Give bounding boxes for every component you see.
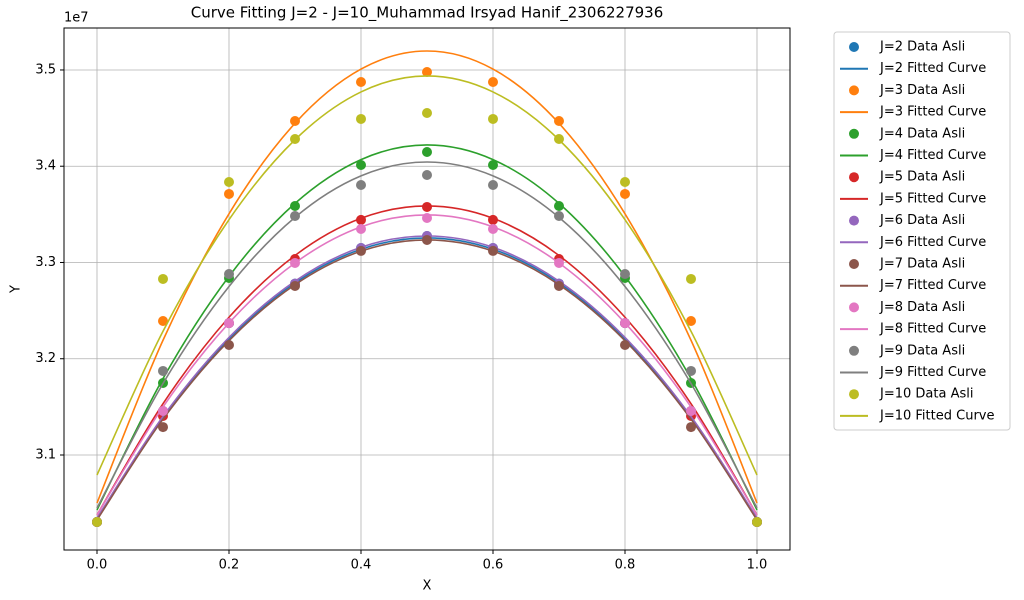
legend-label: J=10 Fitted Curve [879,408,994,423]
data-point [158,316,168,327]
data-point [158,406,168,417]
data-point [356,159,366,170]
data-point [488,179,498,190]
legend-label: J=3 Data Asli [879,83,965,98]
legend-label: J=4 Fitted Curve [879,148,986,163]
legend-marker [849,85,859,96]
data-point [620,188,630,199]
y-offset-label: 1e7 [64,11,89,26]
y-tick-label: 3.5 [35,62,56,77]
legend-marker [849,259,859,269]
legend-label: J=2 Data Asli [879,40,965,55]
fitted-curve [96,144,758,511]
data-point [224,188,234,199]
data-point [686,316,696,327]
fitted-curve [96,239,758,521]
data-point [686,273,696,284]
chart-title: Curve Fitting J=2 - J=10_Muhammad Irsyad… [191,4,664,23]
x-axis-label: X [423,579,432,594]
data-point [224,269,234,280]
legend-label: J=8 Fitted Curve [879,322,986,337]
data-point [686,406,696,417]
y-tick-label: 3.1 [35,447,56,462]
data-point [488,77,498,87]
data-point [554,200,564,211]
data-point [686,365,696,376]
data-point [422,201,432,212]
data-point [356,77,366,87]
legend-label: J=9 Fitted Curve [879,365,986,380]
x-tick-label: 0.2 [219,558,240,573]
data-point [224,177,234,188]
legend-label: J=2 Fitted Curve [879,61,986,76]
legend-marker [849,345,859,356]
legend-marker [849,302,859,313]
legend-label: J=4 Data Asli [879,126,965,141]
fitted-curve [96,205,758,516]
legend-label: J=9 Data Asli [879,343,965,358]
data-point [422,66,432,77]
legend-marker [849,42,859,52]
data-point [356,113,366,124]
legend-label: J=7 Fitted Curve [879,278,986,293]
data-point [290,200,300,211]
data-point [488,113,498,124]
legend-label: J=7 Data Asli [879,257,965,272]
data-point [752,516,762,527]
data-point [488,159,498,170]
x-tick-label: 0.6 [483,558,504,573]
legend-marker [849,172,859,183]
data-point [422,169,432,180]
legend-marker [849,389,859,400]
data-point [158,273,168,284]
y-tick-label: 3.2 [35,351,56,366]
data-point [554,115,564,126]
data-point [620,269,630,280]
data-point [686,422,696,433]
data-point [290,115,300,126]
data-point [422,146,432,157]
legend-label: J=6 Fitted Curve [879,235,986,250]
legend-label: J=10 Data Asli [879,387,973,402]
data-point [422,107,432,118]
y-tick-label: 3.3 [35,255,56,270]
fitted-curve [96,214,758,516]
data-point [356,179,366,190]
legend-box [833,31,1011,431]
data-point [158,365,168,376]
plot-frame [63,27,791,551]
legend-marker [849,128,859,139]
legend-label: J=5 Data Asli [879,170,965,185]
x-tick-label: 0.0 [87,558,108,573]
legend-label: J=6 Data Asli [879,213,965,228]
x-tick-label: 0.4 [351,558,372,573]
legend-label: J=8 Data Asli [879,300,965,315]
legend-marker [849,215,859,226]
data-point [158,422,168,433]
data-point [620,177,630,188]
fitted-curve [96,75,758,476]
fitted-curve [96,50,758,504]
legend-label: J=3 Fitted Curve [879,105,986,120]
fitted-curve [96,237,758,520]
y-tick-label: 3.4 [35,159,56,174]
data-point [92,516,102,527]
legend-label: J=5 Fitted Curve [879,191,986,206]
x-tick-label: 1.0 [747,558,768,573]
y-axis-label: Y [9,285,24,294]
fitted-curve [96,161,758,509]
x-tick-label: 0.8 [615,558,636,573]
